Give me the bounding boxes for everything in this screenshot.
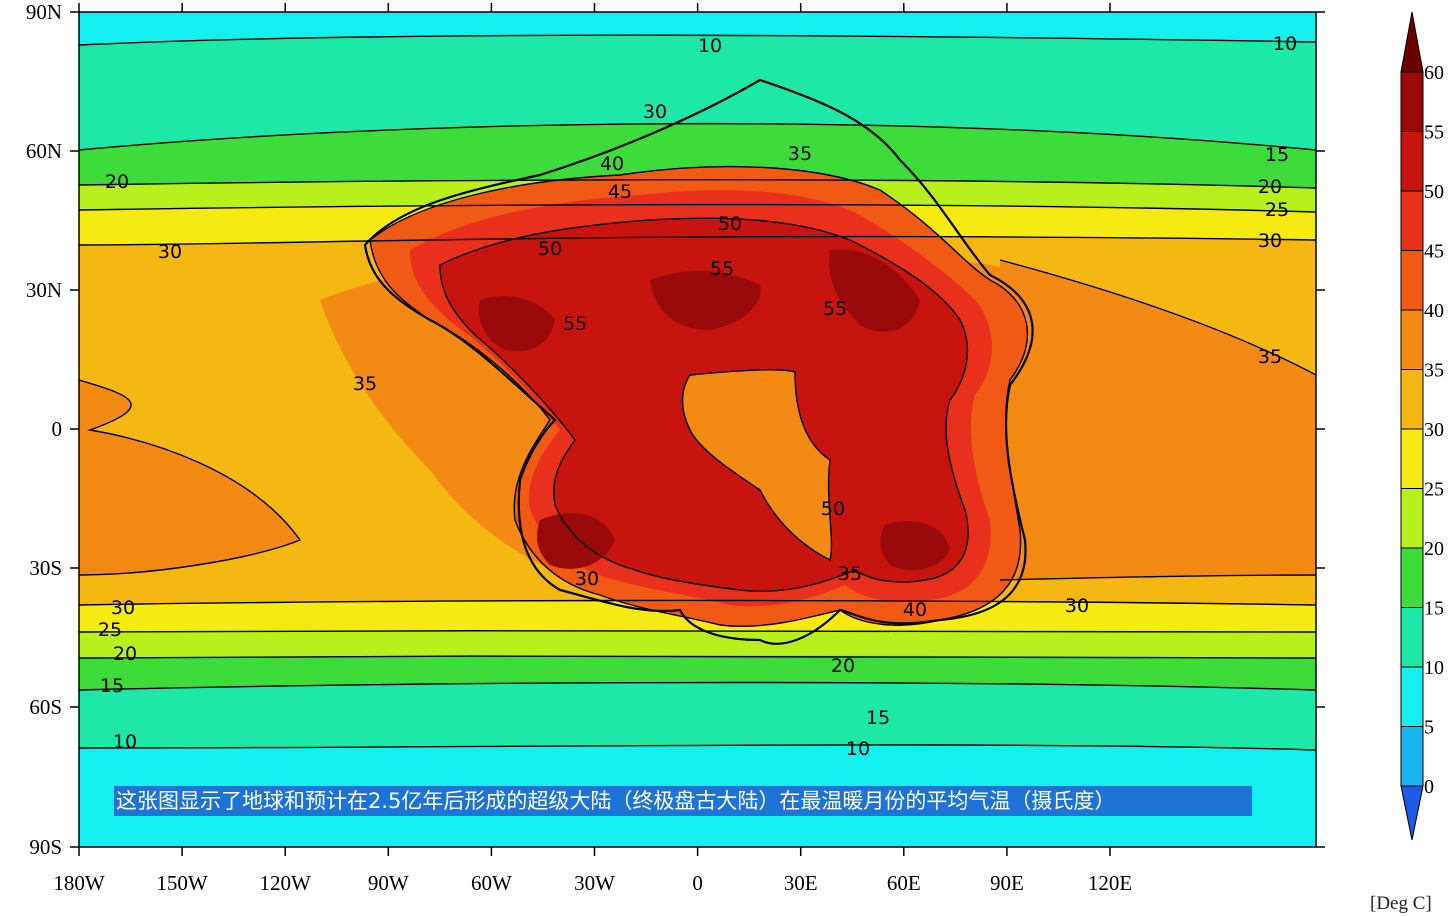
colorbar-level-label: 55 — [1424, 122, 1444, 144]
lon-tick-label: 180W — [53, 871, 105, 895]
band-35-east — [1000, 260, 1316, 580]
contour-label: 35 — [788, 143, 812, 165]
contour-label: 10 — [846, 738, 870, 760]
contour-label: 15 — [1265, 144, 1289, 166]
colorbar-units: [Deg C] — [1370, 893, 1432, 914]
contour-label: 45 — [608, 181, 632, 203]
colorbar-segment — [1400, 547, 1424, 608]
colorbar-level-label: 25 — [1424, 479, 1444, 501]
band-35-west — [79, 380, 300, 575]
hot-spot-55-c — [829, 249, 920, 332]
colorbar-level-label: 20 — [1424, 538, 1444, 560]
colorbar-level-label: 60 — [1424, 62, 1444, 84]
watermark-overlay — [1125, 852, 1454, 892]
contour-label: 55 — [710, 258, 734, 280]
lat-tick-label: 60N — [26, 139, 62, 163]
contour-label: 35 — [838, 563, 862, 585]
lon-tick-label: 90W — [368, 871, 409, 895]
hot-spot-55-a — [478, 296, 555, 352]
lon-tick-label: 60W — [471, 871, 512, 895]
hot-spot-55-d — [537, 512, 615, 569]
colorbar-level-label: 15 — [1424, 598, 1444, 620]
colorbar-segment — [1400, 607, 1424, 668]
colorbar-level-label: 35 — [1424, 360, 1444, 382]
colorbar-segment — [1400, 666, 1424, 727]
lon-tick-label: 0 — [692, 871, 703, 895]
figure-caption: 这张图显示了地球和预计在2.5亿年后形成的超级大陆（终极盘古大陆）在最温暖月份的… — [114, 786, 1252, 816]
contour-label: 20 — [1258, 176, 1282, 198]
hot-spot-55-e — [880, 521, 950, 570]
colorbar-segment — [1400, 309, 1424, 370]
contour-label: 30 — [575, 568, 599, 590]
contour-label: 30 — [643, 101, 667, 123]
latitude-axis: 90N 60N 30N 0 30S 60S 90S — [26, 0, 1325, 859]
colorbar-segment — [1400, 250, 1424, 311]
lon-tick-label: 90E — [990, 871, 1024, 895]
colorbar-level-label: 30 — [1424, 419, 1444, 441]
colorbar-segment — [1400, 726, 1424, 787]
colorbar-level-label: 45 — [1424, 241, 1444, 263]
colorbar-top-arrow — [1400, 11, 1424, 73]
longitude-axis: 180W 150W 120W 90W 60W 30W 0 30E 60E 90E 120E — [53, 3, 1132, 895]
lat-tick-label: 30S — [29, 556, 62, 580]
contour-label: 55 — [563, 313, 587, 335]
lat-tick-label: 0 — [52, 417, 63, 441]
colorbar-level-label: 5 — [1424, 717, 1434, 739]
contour-lines — [79, 34, 1316, 751]
contour-label: 30 — [111, 597, 135, 619]
contour-label: 35 — [1258, 346, 1282, 368]
colorbar-segment — [1400, 190, 1424, 251]
colorbar-level-label: 0 — [1424, 776, 1434, 798]
contour-label: 30 — [158, 241, 182, 263]
lon-tick-label: 120W — [260, 871, 312, 895]
contour-label: 55 — [823, 298, 847, 320]
contour-label: 10 — [1273, 33, 1297, 55]
contour-label: 15 — [100, 675, 124, 697]
colorbar-level-label: 40 — [1424, 300, 1444, 322]
colorbar-segment — [1400, 71, 1424, 132]
contour-label: 30 — [1065, 595, 1089, 617]
contour-label: 20 — [113, 643, 137, 665]
contour-label: 10 — [113, 731, 137, 753]
hot-spot-55-b — [650, 270, 761, 330]
colorbar-segment — [1400, 488, 1424, 549]
contour-label: 35 — [353, 373, 377, 395]
contour-label: 50 — [538, 238, 562, 260]
lat-tick-label: 90N — [26, 0, 62, 24]
contour-label: 25 — [1265, 199, 1289, 221]
lon-tick-label: 30E — [784, 871, 818, 895]
lon-tick-label: 30W — [574, 871, 615, 895]
colorbar-level-label: 50 — [1424, 181, 1444, 203]
contour-label: 30 — [1258, 230, 1282, 252]
coastline — [363, 78, 1034, 645]
lat-tick-label: 90S — [29, 835, 62, 859]
lon-tick-label: 150W — [156, 871, 208, 895]
contour-label: 40 — [903, 599, 927, 621]
contour-label: 50 — [718, 213, 742, 235]
contour-label: 20 — [831, 655, 855, 677]
contour-label: 20 — [105, 171, 129, 193]
colorbar-bottom-arrow — [1400, 785, 1424, 841]
lon-tick-label: 120E — [1088, 871, 1132, 895]
colorbar-segment — [1400, 369, 1424, 430]
contour-label: 50 — [821, 498, 845, 520]
colorbar-level-label: 10 — [1424, 657, 1444, 679]
lat-tick-label: 30N — [26, 278, 62, 302]
lat-tick-label: 60S — [29, 695, 62, 719]
colorbar-segment — [1400, 131, 1424, 192]
contour-label: 40 — [600, 153, 624, 175]
lon-tick-label: 60E — [887, 871, 921, 895]
colorbar-segment — [1400, 428, 1424, 489]
inland-sea — [682, 369, 832, 560]
contour-label: 25 — [98, 619, 122, 641]
contour-label: 10 — [698, 35, 722, 57]
contour-label: 15 — [866, 707, 890, 729]
